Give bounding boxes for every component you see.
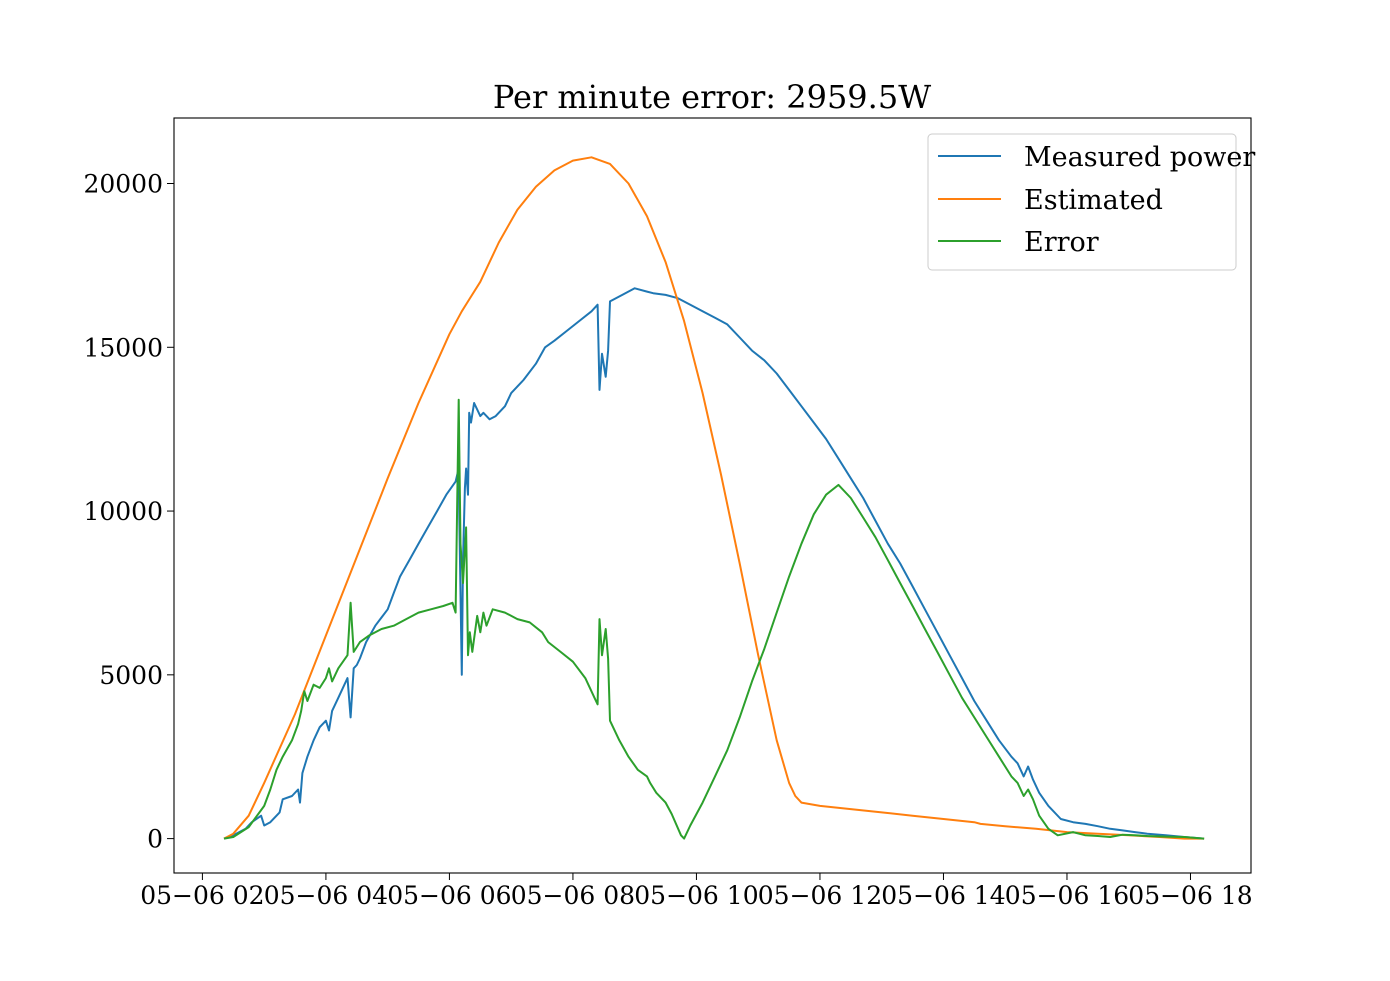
y-tick-label: 20000 [83,170,163,199]
legend-label-error: Error [1024,227,1099,258]
chart-title: Per minute error: 2959.5W [493,78,931,116]
x-tick-label: 05−06 16 [1005,881,1129,910]
legend: Measured power Estimated Error [927,133,1255,271]
x-tick-label: 05−06 10 [634,881,758,910]
y-tick-label: 10000 [83,497,163,526]
x-tick-label: 05−06 04 [264,881,388,910]
y-tick-label: 15000 [83,333,163,362]
legend-label-estimated: Estimated [1024,185,1163,216]
series-layer [223,156,1205,840]
y-tick-label: 0 [147,825,163,854]
series-line-error [223,398,1205,840]
x-tick-label: 05−06 14 [881,881,1005,910]
x-tick-label: 05−06 08 [511,881,635,910]
series-line-measured-power [223,287,1205,840]
x-tick-label: 05−06 18 [1128,881,1252,910]
x-tick-label: 05−06 02 [140,881,264,910]
plot-frame [173,117,1252,874]
x-tick-label: 05−06 06 [387,881,511,910]
series-line-estimated [223,156,1205,840]
legend-label-measured-power: Measured power [1024,142,1255,173]
y-tick-label: 5000 [99,661,163,690]
x-tick-label: 05−06 12 [758,881,882,910]
legend-box [927,133,1237,271]
ticks-layer: 05−06 02 05−06 04 05−06 06 05−06 08 05−06 10… [83,170,1252,910]
